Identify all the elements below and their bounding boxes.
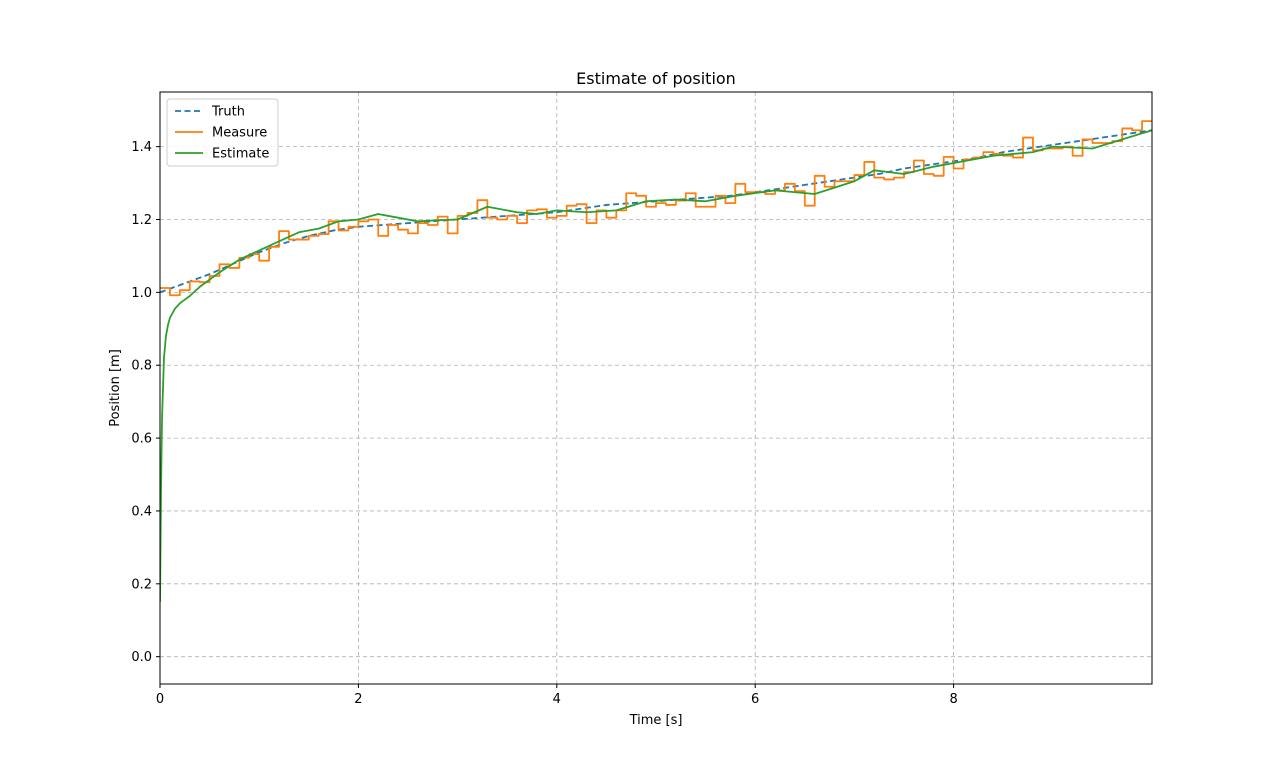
y-tick-label: 1.4 (131, 140, 152, 155)
grid (159, 92, 1152, 684)
x-tick-label: 2 (354, 692, 362, 707)
x-axis-label: Time [s] (629, 713, 683, 728)
y-tick-label: 0.2 (131, 577, 152, 592)
series-line-estimate (160, 129, 1152, 603)
legend-label-measure: Measure (212, 126, 267, 141)
y-tick-label: 0.6 (131, 432, 152, 447)
y-tick-label: 1.0 (131, 286, 152, 301)
y-axis-label: Position [m] (108, 349, 123, 427)
y-tick-label: 0.4 (131, 504, 152, 519)
legend-label-estimate: Estimate (212, 147, 269, 162)
ticks: 0 2 4 6 8 0.0 0.2 0.4 0.6 0.8 1.0 1.2 1.4 (131, 140, 957, 707)
x-tick-label: 4 (553, 692, 561, 707)
chart-title: Estimate of position (576, 69, 736, 88)
legend-frame (166, 98, 279, 167)
y-tick-label: 1.2 (131, 213, 152, 228)
x-tick-label: 6 (751, 692, 759, 707)
x-tick-label: 8 (949, 692, 957, 707)
x-tick-label: 0 (156, 692, 164, 707)
y-tick-label: 0.8 (131, 359, 152, 374)
legend-label-truth: Truth (211, 105, 245, 120)
plot-frame (159, 91, 1153, 685)
series-group (160, 120, 1152, 603)
series-line-measure (160, 120, 1152, 297)
legend: Truth Measure Estimate (166, 98, 279, 167)
y-tick-label: 0.0 (131, 650, 152, 665)
